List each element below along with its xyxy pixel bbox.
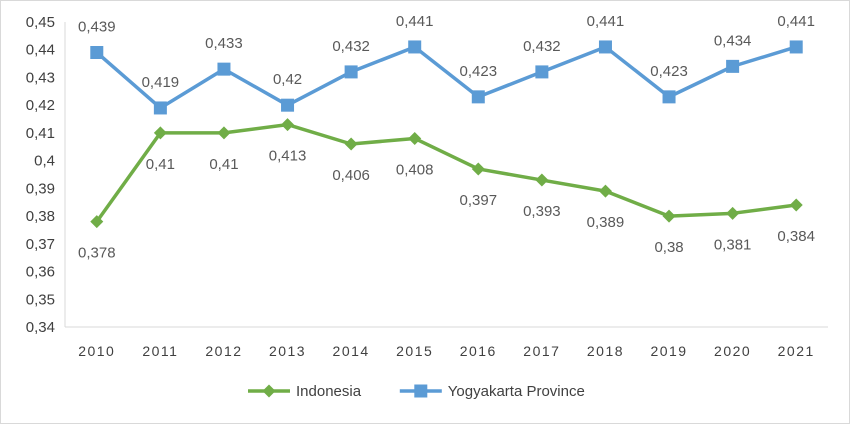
y-axis: 0,34 0,35 0,36 0,37 0,38 0,39 0,4 0,41 0,42 0,43 0… <box>26 14 66 336</box>
data-label: 0,393 <box>523 203 561 220</box>
y-tick-label: 0,38 <box>26 208 55 225</box>
legend-label: Indonesia <box>296 383 362 400</box>
data-point <box>281 98 295 112</box>
legend-label: Yogyakarta Province <box>448 383 585 400</box>
data-label: 0,378 <box>78 245 116 262</box>
y-tick-label: 0,37 <box>26 236 55 253</box>
series-line <box>95 122 797 223</box>
data-point <box>535 173 549 187</box>
x-tick-label: 2013 <box>269 343 306 359</box>
series-layer <box>90 40 803 229</box>
data-point <box>344 65 358 79</box>
legend-marker <box>414 384 428 398</box>
x-tick-label: 2012 <box>205 343 242 359</box>
x-tick-label: 2011 <box>142 343 178 359</box>
data-point <box>408 40 422 54</box>
x-tick-label: 2010 <box>78 343 115 359</box>
data-label: 0,423 <box>650 63 688 80</box>
y-tick-label: 0,41 <box>26 125 55 142</box>
data-point <box>344 137 358 151</box>
data-label: 0,384 <box>777 228 815 245</box>
data-point <box>726 59 740 73</box>
data-label: 0,441 <box>777 13 815 30</box>
y-tick-label: 0,36 <box>26 264 55 281</box>
data-point <box>90 215 104 229</box>
data-label: 0,432 <box>332 38 370 55</box>
legend: Indonesia Yogyakarta Province <box>248 383 585 400</box>
series-line <box>95 45 797 110</box>
series-indonesia <box>90 118 803 229</box>
data-point <box>662 209 676 223</box>
data-point <box>153 101 167 115</box>
y-tick-label: 0,34 <box>26 319 55 336</box>
data-point <box>726 206 740 220</box>
data-point <box>153 126 167 140</box>
data-label: 0,397 <box>460 192 498 209</box>
legend-marker <box>262 384 276 398</box>
data-label: 0,42 <box>273 71 302 88</box>
data-point <box>471 90 485 104</box>
data-label: 0,441 <box>587 13 625 30</box>
data-label: 0,406 <box>332 167 370 184</box>
x-tick-label: 2020 <box>714 343 751 359</box>
data-point <box>789 198 803 212</box>
y-tick-label: 0,42 <box>26 97 55 114</box>
y-tick-label: 0,4 <box>34 153 55 170</box>
data-label: 0,408 <box>396 161 434 178</box>
data-point <box>535 65 549 79</box>
x-tick-label: 2017 <box>523 343 560 359</box>
legend-item: Yogyakarta Province <box>399 383 585 400</box>
data-label: 0,439 <box>78 19 116 36</box>
data-point <box>789 40 803 54</box>
data-label: 0,433 <box>205 35 243 52</box>
data-label: 0,441 <box>396 13 434 30</box>
y-tick-label: 0,43 <box>26 69 55 86</box>
x-tick-label: 2019 <box>650 343 687 359</box>
data-point <box>662 90 676 104</box>
data-point <box>598 40 612 54</box>
data-label: 0,41 <box>146 156 175 173</box>
data-label: 0,413 <box>269 148 307 165</box>
x-tick-label: 2015 <box>396 343 433 359</box>
x-tick-label: 2014 <box>333 343 370 359</box>
data-label: 0,434 <box>714 32 752 49</box>
data-label: 0,381 <box>714 236 752 253</box>
data-point <box>217 62 231 76</box>
x-axis: 2010 2011 2012 2013 2014 2015 2016 2017 2018 2019… <box>65 326 828 359</box>
data-point <box>90 46 104 59</box>
x-tick-label: 2018 <box>587 343 624 359</box>
x-tick-label: 2021 <box>778 343 815 359</box>
data-label: 0,419 <box>142 74 180 91</box>
data-point <box>408 131 422 145</box>
data-label: 0,432 <box>523 38 561 55</box>
data-point <box>471 162 485 176</box>
data-label: 0,389 <box>587 214 625 231</box>
y-tick-label: 0,35 <box>26 291 55 308</box>
data-point <box>281 118 295 132</box>
x-tick-label: 2016 <box>460 343 497 359</box>
data-label: 0,38 <box>654 239 683 256</box>
series-yogyakarta-province <box>90 40 803 115</box>
data-label: 0,41 <box>209 156 238 173</box>
data-label: 0,423 <box>460 63 498 80</box>
data-point <box>217 126 231 140</box>
y-tick-label: 0,44 <box>26 42 55 59</box>
y-tick-label: 0,45 <box>26 14 55 31</box>
data-point <box>598 184 612 198</box>
y-tick-label: 0,39 <box>26 180 55 197</box>
legend-item: Indonesia <box>248 383 362 400</box>
data-labels-layer: 0,378 0,41 0,41 0,413 0,406 0,408 0,397 0,393 0,… <box>78 13 815 262</box>
